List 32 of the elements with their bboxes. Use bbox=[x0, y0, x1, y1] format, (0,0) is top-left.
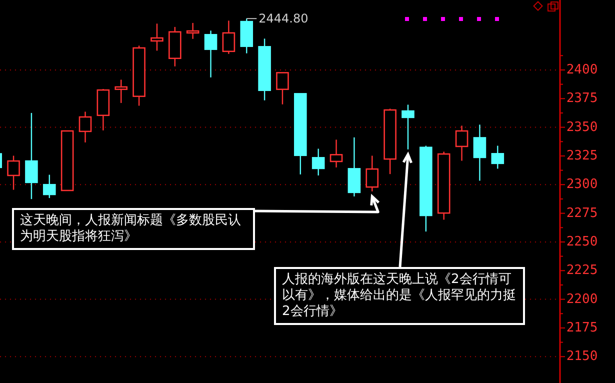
candlestick bbox=[78, 111, 92, 144]
y-tick-label: 2225 bbox=[566, 263, 598, 278]
y-tick-label: 2200 bbox=[566, 292, 598, 307]
candlestick bbox=[312, 148, 325, 176]
y-tick-label: 2150 bbox=[566, 349, 598, 364]
annotation: 人报的海外版在这天晚上说《2会行情可以有》，媒体给出的是《人报罕见的力挺2会行情》 bbox=[274, 267, 525, 325]
y-tick-label: 2275 bbox=[566, 206, 598, 221]
y-tick-label: 2375 bbox=[566, 91, 598, 106]
y-tick-label: 2175 bbox=[566, 320, 598, 336]
candlestick bbox=[204, 30, 218, 78]
candlestick bbox=[42, 174, 56, 199]
candlestick bbox=[25, 112, 38, 200]
candlestick bbox=[491, 145, 504, 170]
y-tick-label: 2300 bbox=[566, 177, 598, 192]
annotation: 2444.80 bbox=[258, 12, 308, 26]
y-tick-label: 2400 bbox=[566, 62, 598, 78]
candlestick bbox=[473, 124, 486, 182]
y-tick-label: 2325 bbox=[566, 148, 598, 164]
candlestick bbox=[222, 20, 236, 54]
candlestick bbox=[7, 155, 20, 190]
candlestick bbox=[348, 136, 361, 198]
candlestick bbox=[330, 139, 343, 168]
annotation: 这天晚间，人报新闻标题《多数股民认为明天股指将狂泻》 bbox=[12, 208, 255, 250]
candlestick bbox=[114, 79, 128, 104]
candlestick bbox=[402, 104, 414, 150]
y-tick-label: 2350 bbox=[566, 120, 598, 135]
candlestick bbox=[186, 22, 200, 40]
candlestick bbox=[150, 23, 164, 52]
candlestick bbox=[276, 72, 289, 105]
y-tick-label: 2250 bbox=[566, 234, 598, 250]
candlestick bbox=[366, 155, 379, 192]
candlestick bbox=[455, 125, 468, 162]
